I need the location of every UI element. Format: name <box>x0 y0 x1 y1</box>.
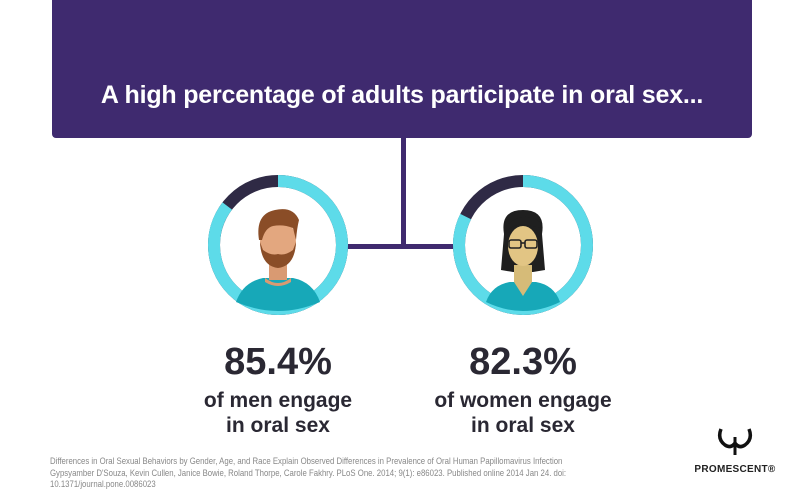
women-stat: 82.3% of women engage in oral sex <box>413 342 633 438</box>
women-ring <box>453 175 593 315</box>
women-percentage: 82.3% <box>469 341 577 383</box>
citation: Differences in Oral Sexual Behaviors by … <box>50 456 690 491</box>
title-banner: A high percentage of adults participate … <box>52 0 752 138</box>
men-ring <box>208 175 348 315</box>
men-percentage: 85.4% <box>224 341 332 383</box>
connector-horizontal <box>345 244 455 249</box>
men-label-line1: of men engage <box>203 389 353 412</box>
citation-line2: Gypsyamber D'Souza, Kevin Cullen, Janice… <box>50 467 567 479</box>
woman-avatar-icon <box>486 210 560 311</box>
page-title: A high percentage of adults participate … <box>100 80 704 109</box>
men-label-line2: in oral sex <box>226 414 330 437</box>
citation-line1: Differences in Oral Sexual Behaviors by … <box>50 456 563 467</box>
women-label-line1: of women engage <box>434 389 612 412</box>
logo-text: PROMESCENT® <box>694 464 776 475</box>
citation-line3: 10.1371/journal.pone.0086023 <box>50 479 156 490</box>
men-stat: 85.4% of men engage in oral sex <box>178 342 378 438</box>
women-label-line2: in oral sex <box>471 414 575 437</box>
man-avatar-icon <box>236 209 320 311</box>
connector-vertical <box>401 138 406 248</box>
promescent-logo: PROMESCENT® <box>690 425 780 475</box>
logo-mark-icon <box>717 428 753 455</box>
